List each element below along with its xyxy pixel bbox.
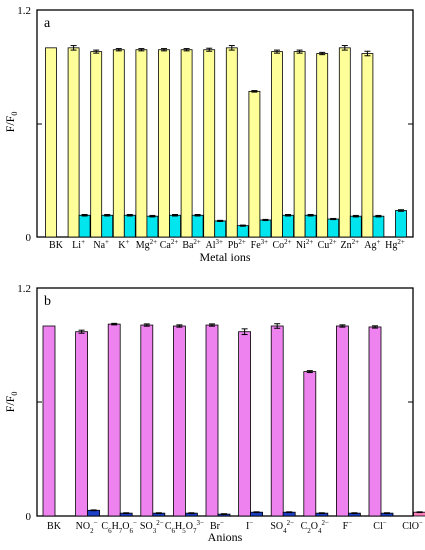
bar-series-0-2: [90, 51, 103, 238]
x-tick-label: Ca2+: [160, 238, 179, 251]
x-tick-label: Fe3+: [251, 238, 269, 251]
bar-series-1-9: [259, 219, 272, 238]
x-tick-label: Ba2+: [182, 238, 201, 251]
x-tick-label: BK: [47, 521, 62, 532]
bar-series-1-4: [146, 215, 159, 238]
panel-label: b: [44, 294, 51, 309]
panel-a: 0 1.2 a F/F0 Metal ions BK Li+ Na+ K+ Mg2+ Ca2+ Ba2…: [3, 5, 414, 264]
bar-series-1-3: [123, 214, 136, 238]
bar-series-0-9: [248, 90, 261, 238]
bar-series-0-8: [225, 47, 238, 238]
x-tick-label: C6H7O6−: [101, 519, 137, 535]
x-tick-label: ClO−: [402, 519, 423, 532]
x-tick-label: Zn2+: [341, 238, 360, 251]
bar-series-1-5: [169, 214, 181, 238]
bar-series-0-0: [45, 47, 57, 238]
x-axis-label: Metal ions: [200, 250, 251, 264]
y-axis-label: F/F0: [3, 112, 19, 133]
bar-series-0-1: [67, 47, 80, 238]
bar-series-0-11: [293, 51, 306, 238]
y-tick-label: 0: [26, 511, 32, 523]
bar-series-0-9: [335, 325, 349, 517]
bar-series-0-10: [271, 51, 283, 238]
bar-series-0-7: [203, 49, 216, 238]
bar-series-1-2: [101, 214, 114, 238]
bar-series-1-6: [191, 214, 204, 238]
bar-series-0-3: [112, 49, 125, 238]
bar-series-1-15: [395, 210, 407, 238]
panel-label: a: [44, 16, 51, 31]
y-tick-label: 1.2: [17, 5, 31, 17]
x-tick-label: Cu2+: [318, 238, 337, 251]
x-tick-label: Mg2+: [136, 238, 157, 251]
x-tick-label: NO2−: [76, 519, 98, 535]
x-tick-label: Hg2+: [385, 238, 405, 251]
bar-series-1-8: [236, 225, 249, 238]
bar-series-1-12: [327, 218, 340, 238]
x-tick-label: Br−: [210, 519, 224, 532]
x-tick-label: SO42−: [270, 519, 294, 535]
bar-series-0-4: [135, 49, 148, 238]
x-tick-label: F−: [343, 519, 353, 532]
y-axis-label: F/F0: [3, 392, 19, 413]
bar-series-1-7: [214, 220, 227, 238]
x-tick-label: K+: [118, 238, 129, 251]
x-tick-label: Co2+: [272, 238, 291, 251]
bar-series-0-5: [205, 324, 219, 517]
x-tick-label: C6H5O73−: [165, 519, 204, 535]
bar-series-0-0: [42, 325, 56, 517]
y-tick-label: 0: [26, 232, 32, 244]
bar-series-0-6: [238, 331, 252, 517]
bar-series-0-1: [75, 331, 88, 517]
x-tick-label: Al3+: [205, 238, 223, 251]
bar-series-0-10: [368, 326, 382, 517]
bar-series-1-14: [372, 215, 385, 238]
x-tick-label: Pb2+: [228, 238, 246, 251]
x-tick-label: SO32−: [140, 519, 164, 535]
bar-series-1-1: [78, 214, 91, 238]
y-tick-label: 1.2: [17, 283, 31, 295]
x-tick-label: Na+: [93, 238, 109, 251]
bar-series-0-6: [180, 49, 193, 238]
bar-series-1-11: [304, 214, 317, 238]
x-tick-label: Cl−: [373, 519, 386, 532]
bar-series-0-12: [316, 53, 329, 238]
bar-series-0-13: [338, 47, 351, 238]
plot-frame: [36, 287, 414, 517]
panel-b: 0 1.2 b F/F0 Anions BK NO2− C6H7O6− SO32− C6H5O73…: [3, 283, 425, 544]
bar-series-0-3: [140, 324, 154, 517]
x-tick-label: Ni2+: [296, 238, 314, 251]
bar-series-0-14: [361, 53, 374, 238]
x-tick-label: Ag+: [364, 238, 380, 251]
x-tick-label: Li+: [72, 238, 85, 251]
x-tick-label: C2O42−: [301, 519, 329, 535]
bar-series-0-8: [303, 371, 317, 517]
bar-series-0-5: [158, 49, 170, 238]
x-tick-label: BK: [49, 240, 64, 251]
bar-series-0-4: [172, 325, 186, 517]
x-tick-label: I−: [246, 519, 253, 532]
bar-series-0-7: [270, 325, 284, 517]
bar-series-0-2: [107, 323, 121, 517]
x-axis-label: Anions: [208, 530, 243, 544]
bar-series-1-13: [349, 215, 362, 238]
bar-series-1-10: [282, 214, 294, 238]
